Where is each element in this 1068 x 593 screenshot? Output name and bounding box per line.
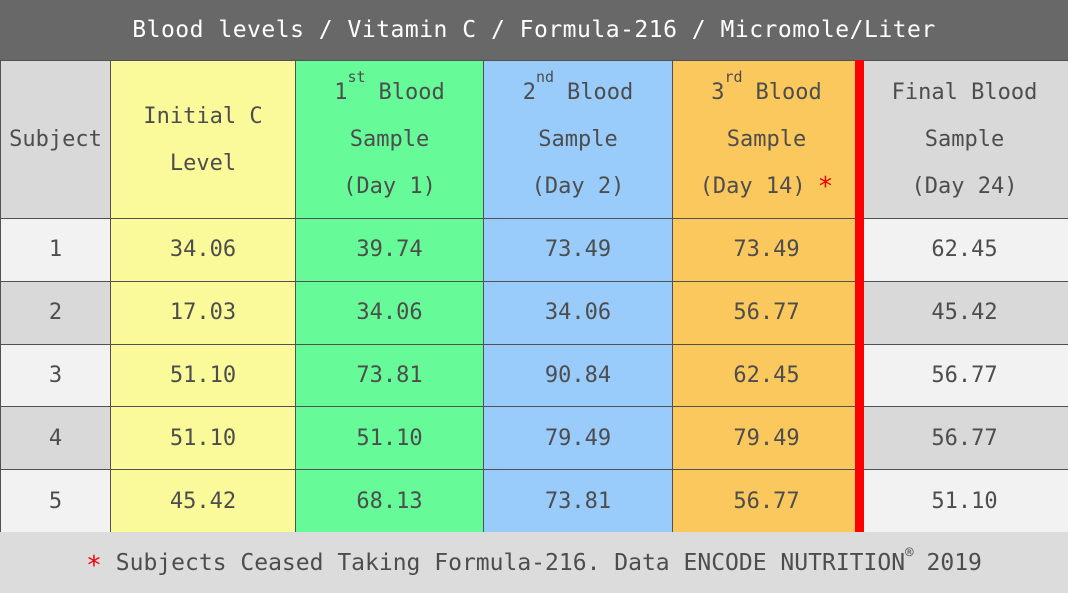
page-title: Blood levels / Vitamin C / Formula-216 /… xyxy=(132,17,936,43)
value-cell-sample1: 68.13 xyxy=(296,470,484,533)
header-word: Blood xyxy=(378,80,445,105)
value-cell-sample3: 79.49 xyxy=(673,407,861,471)
value-cell-sample2: 79.49 xyxy=(484,407,673,471)
header-label: Final Blood xyxy=(891,80,1038,105)
value-cell-initial: 45.42 xyxy=(111,470,296,533)
ceased-asterisk-icon: * xyxy=(817,172,834,202)
header-label: Initial C xyxy=(143,103,263,129)
value-cell-sample2: 34.06 xyxy=(484,281,673,345)
value-cell-final: 56.77 xyxy=(861,344,1068,408)
data-table: Subject Initial C Level 1st Blood Sample … xyxy=(0,60,1068,533)
ordinal-suffix: nd xyxy=(535,67,555,86)
value-cell-final: 45.42 xyxy=(861,281,1068,345)
footnote-year: 2019 xyxy=(926,549,982,576)
header-cell-sample3: 3rd Blood Sample (Day 14) * xyxy=(673,61,861,219)
ordinal-number: 1 xyxy=(334,80,348,105)
header-label: 2nd Blood xyxy=(523,69,634,116)
value-cell-final: 62.45 xyxy=(861,219,1068,282)
header-label: Subject xyxy=(9,127,102,152)
header-word: Blood xyxy=(755,80,822,105)
header-cell-sample1: 1st Blood Sample (Day 1) xyxy=(296,61,484,219)
subject-cell: 1 xyxy=(1,219,111,282)
value-cell-final: 51.10 xyxy=(861,470,1068,533)
header-label: Sample xyxy=(349,127,430,152)
red-divider-line xyxy=(855,60,864,532)
value-cell-initial: 17.03 xyxy=(111,281,296,345)
value-cell-sample1: 51.10 xyxy=(296,407,484,471)
value-cell-sample2: 90.84 xyxy=(484,344,673,408)
header-label: (Day 2) xyxy=(531,174,625,199)
header-label: 1st Blood xyxy=(334,69,445,116)
subject-cell: 4 xyxy=(1,407,111,471)
value-cell-final: 56.77 xyxy=(861,407,1068,471)
title-bar: Blood levels / Vitamin C / Formula-216 /… xyxy=(0,0,1068,60)
subject-cell: 3 xyxy=(1,344,111,408)
header-label: (Day 1) xyxy=(343,174,436,199)
footnote-bar: * Subjects Ceased Taking Formula-216. Da… xyxy=(0,532,1068,593)
value-cell-sample1: 34.06 xyxy=(296,281,484,345)
value-cell-sample3: 62.45 xyxy=(673,344,861,408)
registered-trademark-icon: ® xyxy=(905,544,914,561)
header-cell-initial: Initial C Level xyxy=(111,61,296,219)
header-label: (Day 14) * xyxy=(700,163,834,210)
footnote-text: Subjects Ceased Taking Formula-216. Data… xyxy=(115,549,906,576)
subject-cell: 5 xyxy=(1,470,111,533)
value-cell-sample1: 39.74 xyxy=(296,219,484,282)
header-word: Blood xyxy=(567,80,634,105)
header-cell-final: Final Blood Sample (Day 24) xyxy=(861,61,1068,219)
value-cell-initial: 51.10 xyxy=(111,344,296,408)
value-cell-initial: 34.06 xyxy=(111,219,296,282)
ordinal-suffix: st xyxy=(347,67,366,86)
ordinal-number: 3 xyxy=(711,80,725,105)
ordinal-suffix: rd xyxy=(724,67,743,86)
value-cell-sample3: 56.77 xyxy=(673,281,861,345)
header-label: Sample xyxy=(726,127,807,152)
header-cell-sample2: 2nd Blood Sample (Day 2) xyxy=(484,61,673,219)
header-word: (Day 14) xyxy=(699,174,806,199)
value-cell-initial: 51.10 xyxy=(111,407,296,471)
header-label: Level xyxy=(169,150,237,176)
header-label: 3rd Blood xyxy=(711,69,822,116)
value-cell-sample2: 73.49 xyxy=(484,219,673,282)
header-label: Sample xyxy=(924,127,1005,152)
header-cell-subject: Subject xyxy=(1,61,111,219)
header-label: (Day 24) xyxy=(911,174,1018,199)
subject-cell: 2 xyxy=(1,281,111,345)
value-cell-sample3: 56.77 xyxy=(673,470,861,533)
value-cell-sample3: 73.49 xyxy=(673,219,861,282)
value-cell-sample2: 73.81 xyxy=(484,470,673,533)
header-label: Sample xyxy=(538,127,618,152)
ordinal-number: 2 xyxy=(522,80,536,105)
value-cell-sample1: 73.81 xyxy=(296,344,484,408)
